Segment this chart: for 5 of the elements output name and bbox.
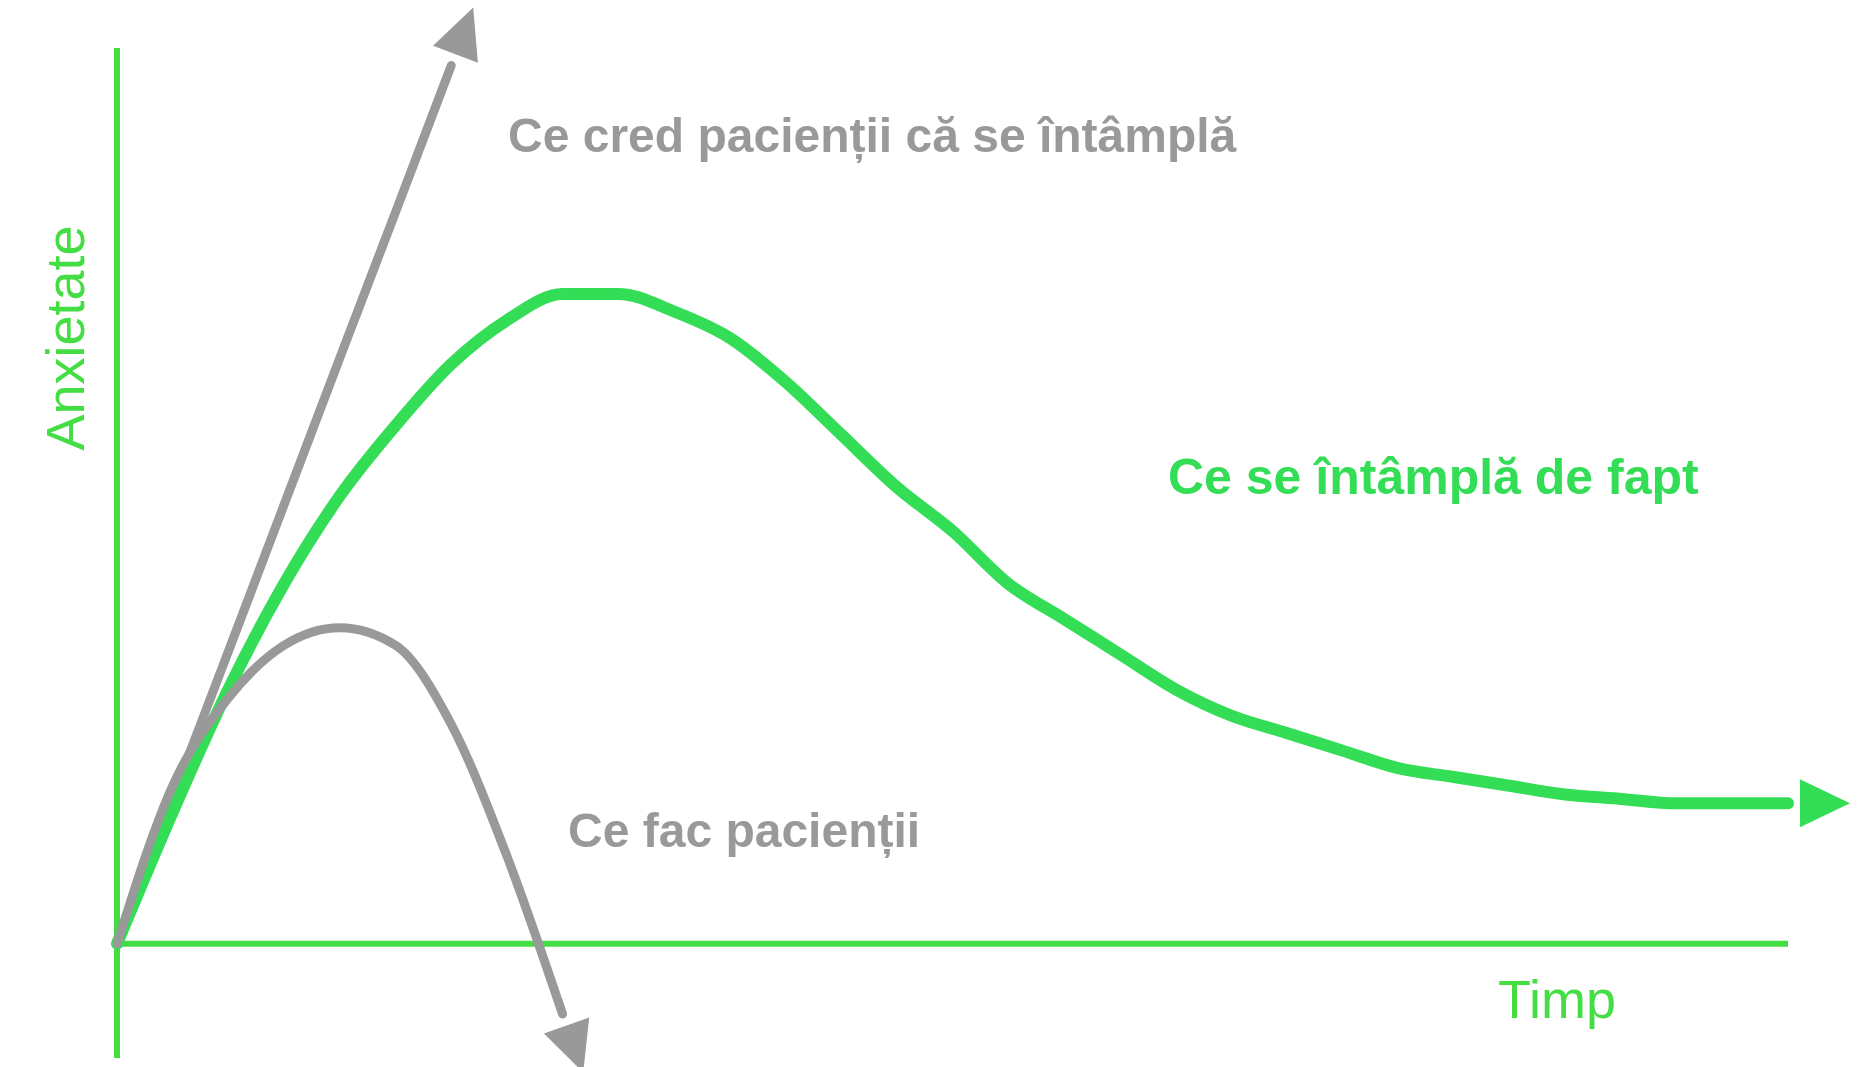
series-label: Ce cred pacienții că se întâmplă	[508, 108, 1237, 163]
series-label: Ce fac pacienții	[568, 803, 921, 858]
x-axis-title: Timp	[1498, 968, 1616, 1030]
y-axis-title: Anxietate	[34, 225, 96, 451]
text: Ce se întâmplă de fapt	[1168, 448, 1699, 506]
